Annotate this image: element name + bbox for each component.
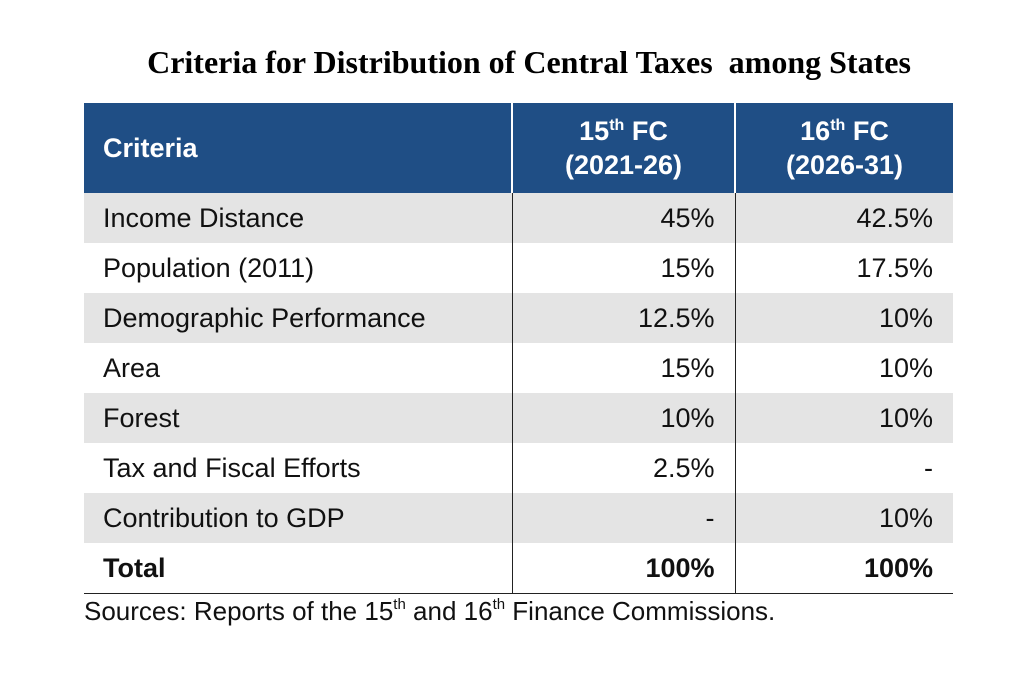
- source-suffix: th: [393, 596, 406, 613]
- value-cell: 10%: [734, 493, 953, 543]
- value-cell: 10%: [734, 393, 953, 443]
- table-header: Criteria 15th FC (2021-26) 16th FC (2026-3…: [84, 103, 953, 193]
- row-label: Total: [84, 543, 512, 594]
- value-cell: 10%: [734, 293, 953, 343]
- table-row: Area 15% 10%: [84, 343, 953, 393]
- value-cell: 15%: [511, 243, 735, 293]
- criteria-table: Criteria 15th FC (2021-26) 16th FC (2026-3…: [84, 103, 953, 594]
- value-cell: 10%: [734, 343, 953, 393]
- value-cell: 17.5%: [734, 243, 953, 293]
- row-label: Forest: [84, 393, 512, 443]
- row-label: Demographic Performance: [84, 293, 512, 343]
- table-row: Forest 10% 10%: [84, 393, 953, 443]
- table-row: Income Distance 45% 42.5%: [84, 193, 953, 243]
- header-text: FC: [852, 116, 889, 146]
- title: Criteria for Distribution of Central Tax…: [147, 44, 911, 80]
- header-text: FC: [631, 116, 668, 146]
- header-cell: 16th FC (2026-31): [734, 103, 953, 193]
- value-cell: 15%: [511, 343, 735, 393]
- table-row: Total 100% 100%: [84, 543, 953, 594]
- header-number: 16: [800, 116, 831, 146]
- source-text: and 16: [405, 596, 493, 626]
- table-row: Demographic Performance 12.5% 10%: [84, 293, 953, 343]
- row-label: Population (2011): [103, 252, 315, 283]
- source-suffix: th: [492, 596, 506, 613]
- value-cell: 45%: [511, 193, 735, 243]
- value-cell: 2.5%: [511, 443, 735, 493]
- value-cell: -: [734, 443, 953, 493]
- table-row: Tax and Fiscal Efforts 2.5% -: [84, 443, 953, 493]
- value-cell: -: [511, 493, 735, 543]
- header-suffix: th: [830, 117, 846, 134]
- header-suffix: th: [609, 117, 625, 134]
- header-period: (2026-31): [785, 150, 904, 180]
- value-cell: 42.5%: [734, 193, 953, 243]
- table-body: Income Distance 45% 42.5% Population (2011)…: [84, 193, 953, 594]
- header-cell: 15th FC (2021-26): [511, 103, 735, 193]
- value-cell: 100%: [511, 543, 735, 594]
- source-text: Finance Commissions.: [505, 596, 776, 626]
- header-row: Criteria 15th FC (2021-26) 16th FC (2026-3…: [84, 103, 953, 193]
- value-cell: 12.5%: [511, 293, 735, 343]
- header-cell: Criteria: [84, 103, 512, 193]
- row-label: Contribution to GDP: [84, 493, 512, 543]
- row-label: Income Distance: [84, 193, 512, 243]
- table-row: Contribution to GDP -10%: [84, 493, 953, 543]
- source-note: Sources: Reports of the 15th and 16th Fi…: [84, 596, 775, 627]
- header-period: (2021-26): [564, 150, 683, 180]
- row-label: Tax and Fiscal Efforts: [103, 452, 361, 483]
- table-row: Population (2011) 15% 17.5%: [84, 243, 953, 293]
- value-cell: 100%: [734, 543, 953, 594]
- value-cell: 10%: [511, 393, 735, 443]
- header-number: 15: [579, 116, 610, 146]
- source-text: Sources: Reports of the 15: [84, 596, 394, 626]
- row-label: Area: [103, 352, 161, 383]
